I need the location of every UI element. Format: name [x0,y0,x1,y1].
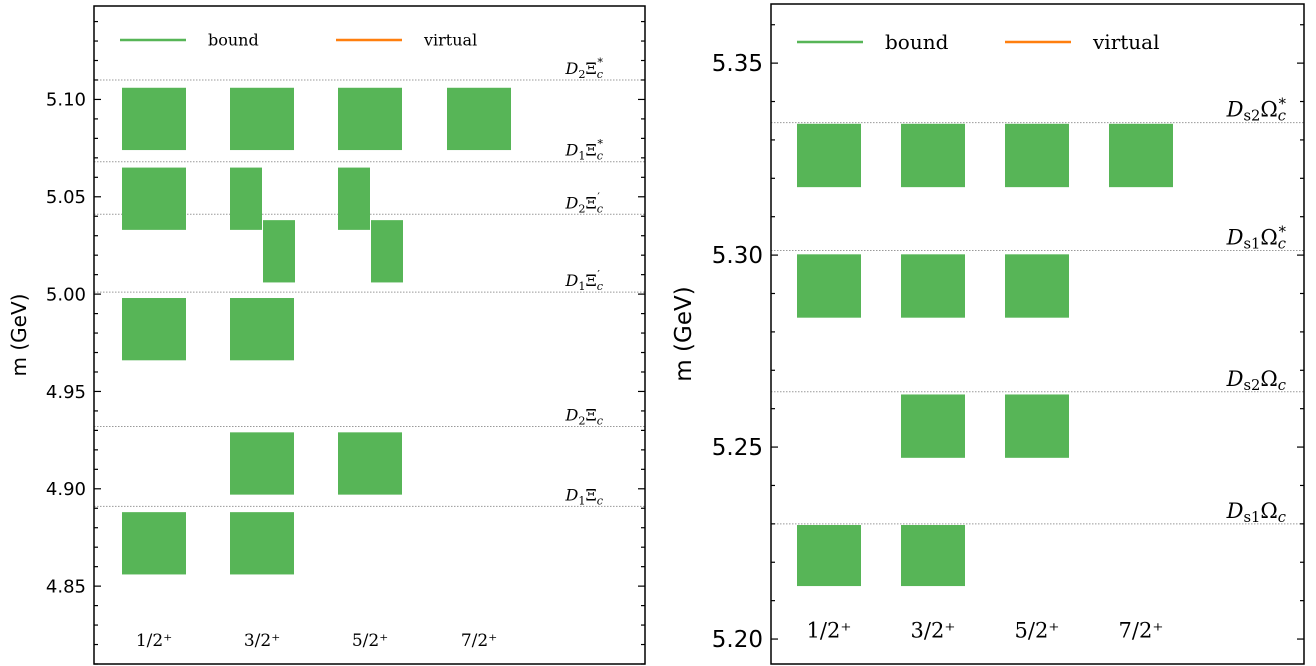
category-label: 7/2⁺ [461,631,497,651]
category-label: 5/2⁺ [1015,618,1060,642]
bound-bar [447,87,511,151]
y-tick-label: 5.25 [712,435,763,461]
threshold-label: D1Ξc* [565,138,604,163]
bound-bar [901,254,965,318]
threshold-label: D1Ξc′ [565,268,604,293]
category-label: 3/2⁺ [911,618,956,642]
bound-bar [901,123,965,188]
y-tick-label: 5.00 [46,284,86,305]
bound-bar [797,254,861,318]
bound-bar [230,432,294,495]
legend-label: bound [208,31,259,50]
y-axis-label: m (GeV) [671,286,697,381]
y-tick-label: 5.20 [712,627,763,653]
bound-bar [230,87,294,151]
y-tick-label: 4.90 [46,479,86,500]
threshold-label: Ds1Ωc* [1226,223,1287,252]
threshold-label: D2Ξc* [565,56,604,81]
y-tick-label: 5.05 [46,187,86,208]
bound-bar [122,512,186,575]
threshold-label: D1Ξc [565,485,604,507]
threshold-label: Ds2Ωc* [1226,96,1287,125]
bound-bar [797,123,861,188]
threshold-label: Ds2Ωc [1226,367,1286,394]
panel-2: Ds2Ωc* Ds1Ωc* Ds2Ωc Ds1Ωc 5.20 5.25 5.30 5.35 m … [671,3,1305,665]
y-tick-label: 4.95 [46,382,86,403]
bound-bar [230,512,294,575]
bound-bar [371,220,403,283]
bound-bar [122,167,186,230]
bound-bar [122,87,186,151]
category-label: 1/2⁺ [807,618,852,642]
threshold-label: D2Ξc [565,405,604,427]
legend-label: virtual [423,31,477,50]
y-tick-label: 5.35 [712,51,763,77]
axes-frame [770,3,1305,665]
legend-label: bound [885,30,949,54]
bound-bar [1109,123,1173,188]
y-tick-label: 5.10 [46,90,86,111]
bound-bar [901,394,965,458]
y-tick-label: 5.30 [712,243,763,269]
legend-label: virtual [1092,30,1160,54]
axes-frame [93,5,646,665]
category-label: 7/2⁺ [1119,618,1164,642]
bound-bar [338,432,402,495]
bound-bar [122,298,186,361]
bound-bar [338,87,402,151]
panel-1: D2Ξc* D1Ξc* D2Ξc′ D1Ξc′ D2Ξc D1Ξc 4.85 4.90 4.95… [7,5,646,665]
y-tick-label: 4.85 [46,576,86,597]
bound-bar [1005,254,1069,318]
bound-bar [230,167,262,230]
category-label: 5/2⁺ [352,631,388,651]
threshold-label: Ds1Ωc [1226,499,1286,526]
category-label: 1/2⁺ [136,631,172,651]
bound-bar [797,525,861,587]
bound-bar [230,298,294,361]
bound-bar [338,167,370,230]
threshold-label: D2Ξc′ [565,190,604,215]
y-axis-label: m (GeV) [7,294,31,377]
category-label: 3/2⁺ [244,631,280,651]
bound-bar [263,220,295,283]
bound-bar [1005,394,1069,458]
bound-bar [901,525,965,587]
bound-bar [1005,123,1069,188]
